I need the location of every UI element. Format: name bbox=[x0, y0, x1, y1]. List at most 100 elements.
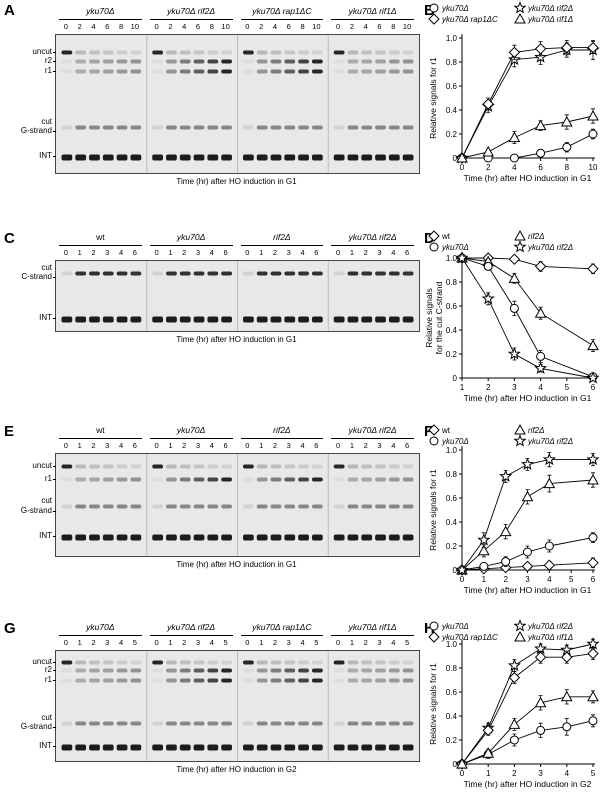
lane-number: 0 bbox=[245, 638, 250, 647]
lane-number: 0 bbox=[245, 248, 250, 257]
gel-band bbox=[221, 721, 232, 726]
lane-number: 5 bbox=[405, 638, 410, 647]
y-tick-label: 0.4 bbox=[446, 326, 458, 335]
legend-marker bbox=[514, 423, 526, 435]
gel-band bbox=[270, 534, 282, 541]
gel-band bbox=[193, 744, 205, 751]
gel-band bbox=[243, 744, 254, 751]
gel-band bbox=[116, 660, 128, 665]
gel-band bbox=[193, 316, 205, 323]
lane-number: 0 bbox=[245, 441, 250, 450]
blot-caption: Time (hr) after HO induction in G1 bbox=[176, 335, 297, 344]
lane-number: 0 bbox=[63, 638, 68, 647]
gel-band bbox=[61, 477, 73, 482]
gel-band bbox=[361, 721, 373, 726]
gel-band bbox=[347, 154, 359, 161]
gel-band bbox=[179, 504, 191, 509]
gel-band bbox=[256, 668, 268, 673]
gel-band bbox=[284, 154, 296, 161]
gel-band bbox=[333, 744, 345, 751]
gel-band bbox=[243, 668, 254, 673]
band-label: r1 bbox=[44, 474, 52, 483]
lane-number: 2 bbox=[272, 638, 278, 647]
gel-band bbox=[347, 721, 359, 726]
lane-number: 3 bbox=[105, 248, 110, 257]
gel-band bbox=[75, 69, 87, 74]
band-label: C-strand bbox=[21, 272, 52, 281]
legend-marker bbox=[429, 3, 439, 13]
x-tick-label: 2 bbox=[486, 383, 491, 392]
gel-band bbox=[388, 477, 400, 482]
group-underline bbox=[331, 438, 414, 439]
series-line bbox=[461, 696, 593, 765]
gel-band bbox=[207, 59, 219, 64]
data-point bbox=[508, 272, 521, 283]
lane-number: 4 bbox=[391, 638, 396, 647]
gel-band bbox=[298, 154, 309, 161]
panel-letter-a: A bbox=[4, 2, 15, 19]
series-line bbox=[462, 133, 594, 159]
gel-band bbox=[102, 271, 114, 276]
gel-band bbox=[207, 534, 219, 541]
y-tick-label: 0.8 bbox=[446, 664, 458, 673]
data-point bbox=[477, 533, 491, 546]
lane-number: 2 bbox=[182, 441, 187, 450]
gel-band bbox=[75, 477, 87, 482]
gel-band bbox=[221, 464, 232, 469]
gel-band bbox=[402, 534, 414, 541]
gel-band bbox=[388, 154, 400, 161]
group-title: yku70Δ rif2Δ bbox=[348, 425, 397, 435]
gel-band bbox=[375, 50, 386, 55]
gel-band bbox=[221, 477, 232, 482]
gel-band bbox=[402, 744, 414, 751]
group-underline bbox=[149, 438, 233, 439]
gel-band bbox=[347, 271, 359, 276]
gel-band bbox=[130, 668, 142, 673]
lane-number: 4 bbox=[209, 441, 214, 450]
legend-marker bbox=[514, 630, 526, 642]
gel-band bbox=[61, 316, 73, 323]
legend-label: yku70Δ bbox=[441, 437, 469, 446]
legend-label: yku70Δ bbox=[441, 243, 469, 252]
lane-number: 3 bbox=[377, 638, 382, 647]
gel-band bbox=[102, 678, 114, 683]
gel-band bbox=[298, 744, 309, 751]
gel-band bbox=[361, 316, 373, 323]
legend-marker bbox=[429, 436, 439, 446]
gel-band bbox=[256, 69, 268, 74]
gel-band bbox=[179, 721, 191, 726]
y-axis-label: Relative signals bbox=[424, 288, 434, 348]
blot-caption: Time (hr) after HO induction in G2 bbox=[176, 765, 297, 774]
gel-band bbox=[333, 271, 345, 276]
gel-band bbox=[102, 464, 114, 469]
gel-band bbox=[166, 534, 177, 541]
data-point bbox=[534, 651, 547, 663]
group-underline bbox=[149, 635, 233, 636]
data-point bbox=[508, 46, 521, 59]
data-point bbox=[561, 651, 573, 663]
gel-band bbox=[270, 316, 282, 323]
lane-number: 4 bbox=[118, 248, 124, 257]
data-point bbox=[587, 647, 599, 660]
x-tick-label: 4 bbox=[547, 575, 552, 584]
gel-band bbox=[75, 59, 87, 64]
data-point bbox=[586, 371, 600, 384]
gel-band bbox=[152, 271, 164, 276]
lane-number: 3 bbox=[377, 248, 382, 257]
gel-band bbox=[152, 59, 164, 64]
gel-band bbox=[402, 271, 414, 276]
band-label: G-strand bbox=[20, 506, 52, 515]
band-label-tick bbox=[53, 727, 56, 728]
gel-band bbox=[298, 668, 309, 673]
gel-band bbox=[256, 504, 268, 509]
group-underline bbox=[59, 438, 142, 439]
gel-band bbox=[347, 50, 359, 55]
gel-band bbox=[375, 125, 386, 130]
lane-number: 1 bbox=[77, 248, 82, 257]
legend-label: wt bbox=[441, 232, 451, 241]
y-axis-label: Relative signals for r1 bbox=[428, 663, 438, 745]
legend-label: yku70Δ rif2Δ bbox=[527, 622, 573, 631]
legend-label: yku70Δ rap1ΔC bbox=[441, 15, 498, 24]
gel-band bbox=[130, 464, 142, 469]
gel-band bbox=[243, 59, 254, 64]
